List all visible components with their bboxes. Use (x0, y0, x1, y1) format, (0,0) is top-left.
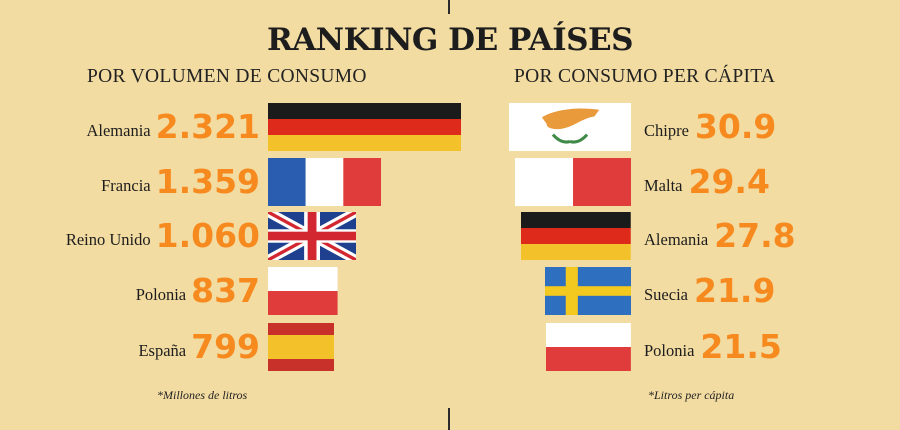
category-label: Malta (644, 176, 683, 195)
value-label: 30.9 (694, 107, 777, 146)
category-label: Chipre (644, 121, 689, 140)
value-label: 1.060 (155, 216, 260, 255)
category-label: España (138, 341, 187, 360)
flag-uk-bar (268, 212, 357, 260)
value-label: 1.359 (155, 162, 260, 201)
value-label: 27.8 (714, 216, 796, 255)
value-label: 799 (191, 327, 260, 366)
right-subtitle: POR CONSUMO PER CÁPITA (514, 66, 776, 87)
top-divider (448, 0, 450, 14)
category-label: Francia (101, 176, 151, 195)
left-subtitle: POR VOLUMEN DE CONSUMO (87, 66, 367, 87)
category-label: Reino Unido (65, 230, 151, 249)
flag-spain-bar (268, 323, 335, 371)
flag-poland-bar (268, 267, 338, 315)
page-title: RANKING DE PAÍSES (266, 22, 634, 58)
value-label: 29.4 (688, 162, 770, 201)
value-label: 2.321 (155, 107, 260, 146)
value-label: 21.9 (693, 271, 776, 310)
flag-poland-bar (546, 323, 631, 371)
value-label: 21.5 (700, 327, 782, 366)
category-label: Polonia (135, 285, 187, 304)
right-footnote: *Litros per cápita (648, 388, 735, 402)
category-label: Alemania (86, 121, 151, 140)
flag-germany-bar (521, 212, 631, 260)
bottom-divider (448, 408, 450, 430)
category-label: Suecia (644, 285, 688, 304)
flag-sweden-bar (544, 267, 631, 315)
flag-cyprus-bar (509, 103, 631, 151)
flag-malta-bar (514, 158, 631, 206)
flag-germany-bar (268, 103, 461, 151)
left-footnote: *Millones de litros (157, 388, 248, 402)
category-label: Polonia (644, 341, 695, 360)
value-label: 837 (191, 271, 260, 310)
category-label: Alemania (644, 230, 709, 249)
flag-france-bar (268, 158, 381, 206)
